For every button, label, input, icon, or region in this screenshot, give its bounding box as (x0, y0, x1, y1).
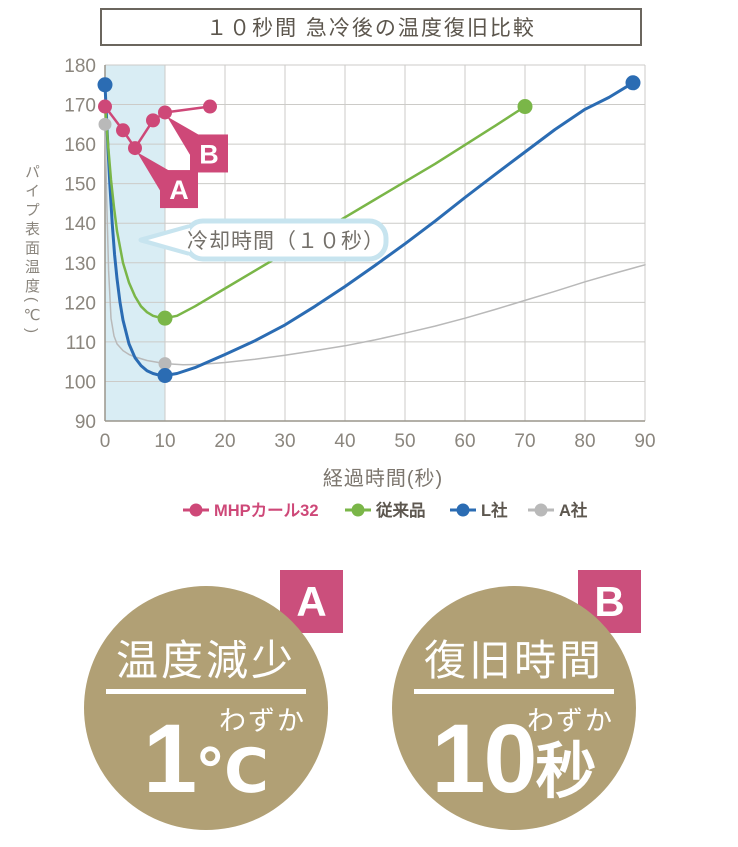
badge-b-value-row: 10秒 (392, 710, 636, 807)
badge-b-divider (414, 689, 614, 694)
legend-marker-従来品 (351, 503, 365, 517)
series-marker-A社 (98, 117, 112, 131)
series-marker-従来品 (157, 310, 173, 326)
series-marker-A社 (158, 357, 172, 371)
point-label-box-A (160, 170, 198, 209)
chart-title-box: １０秒間 急冷後の温度復旧比較 (100, 8, 642, 46)
line-chart: 90 100 110 120 130 140 150 160 170 180 0 10 20 30 40 50… (64, 56, 655, 520)
series-marker-MHPカール32 (146, 113, 160, 128)
y-tick-label: 130 (64, 254, 96, 275)
badge-a-value-row: 1℃ (84, 710, 328, 807)
point-label-A: A (169, 175, 189, 205)
x-tick-label: 50 (394, 431, 415, 452)
badge-a-qualifier: わずか (219, 706, 306, 736)
badge-a-value: 1 (143, 704, 197, 813)
y-tick-label: 160 (64, 135, 96, 156)
y-tick-label: 100 (64, 372, 96, 393)
y-tick-label: 180 (64, 56, 96, 77)
series-marker-MHPカール32 (98, 99, 112, 114)
x-tick-label: 70 (514, 431, 535, 452)
x-tick-label: 10 (154, 431, 175, 452)
badge-a-heading: 温度減少 (115, 637, 296, 684)
legend-label-従来品: 従来品 (375, 500, 426, 520)
chart-title: １０秒間 急冷後の温度復旧比較 (206, 17, 536, 40)
y-axis-title: パイプ表面温度(℃) (23, 164, 40, 337)
y-tick-label: 140 (64, 214, 96, 235)
badge-b-qualifier: わずか (527, 706, 614, 736)
x-tick-label: 0 (100, 431, 111, 452)
badge-b-unit: 秒 (535, 737, 597, 805)
y-tick-label: 90 (75, 412, 96, 433)
x-tick-label: 30 (274, 431, 295, 452)
series-marker-MHPカール32 (203, 99, 217, 114)
legend-label-A社: A社 (559, 500, 588, 520)
series-marker-MHPカール32 (116, 123, 130, 138)
badge-a-divider (106, 689, 306, 694)
y-tick-label: 150 (64, 175, 96, 196)
series-line-A社 (104, 123, 646, 366)
x-axis-title: 経過時間(秒) (323, 467, 443, 490)
series-marker-MHPカール32 (158, 105, 172, 120)
y-tick-label: 120 (64, 293, 96, 314)
series-marker-MHPカール32 (128, 141, 142, 156)
badge-b-heading: 復旧時間 (423, 637, 604, 684)
badge-a-label: A (280, 570, 343, 633)
series-line-従来品 (103, 103, 527, 320)
legend-label-L社: L社 (481, 500, 508, 520)
callout-tail-fill (148, 228, 190, 252)
legend-marker-A社 (534, 503, 548, 517)
series-marker-L社 (625, 75, 641, 91)
y-tick-label: 110 (66, 333, 96, 354)
series-marker-従来品 (517, 99, 533, 115)
x-tick-label: 20 (214, 431, 235, 452)
badge-b-letter: B (594, 577, 625, 625)
badge-a-unit: ℃ (195, 737, 269, 805)
point-label-B: B (199, 139, 219, 169)
legend-label-MHPカール32: MHPカール32 (214, 501, 319, 520)
callout-text: 冷却時間（１０秒） (187, 230, 385, 253)
y-tick-label: 170 (64, 96, 96, 117)
badge-a-circle: 温度減少 わずか 1℃ (84, 586, 328, 830)
series-marker-L社 (157, 368, 173, 384)
badge-b-circle: 復旧時間 わずか 10秒 (392, 586, 636, 830)
point-label-box-B (190, 134, 228, 173)
legend-marker-MHPカール32 (189, 503, 203, 517)
series-marker-L社 (97, 77, 113, 93)
badge-a-letter: A (296, 577, 327, 625)
x-tick-label: 80 (574, 431, 595, 452)
legend-marker-L社 (456, 503, 470, 517)
x-tick-label: 40 (334, 431, 355, 452)
badge-b-value: 10 (431, 704, 538, 813)
x-tick-label: 90 (634, 431, 655, 452)
series-line-L社 (103, 81, 635, 377)
x-tick-label: 60 (454, 431, 475, 452)
